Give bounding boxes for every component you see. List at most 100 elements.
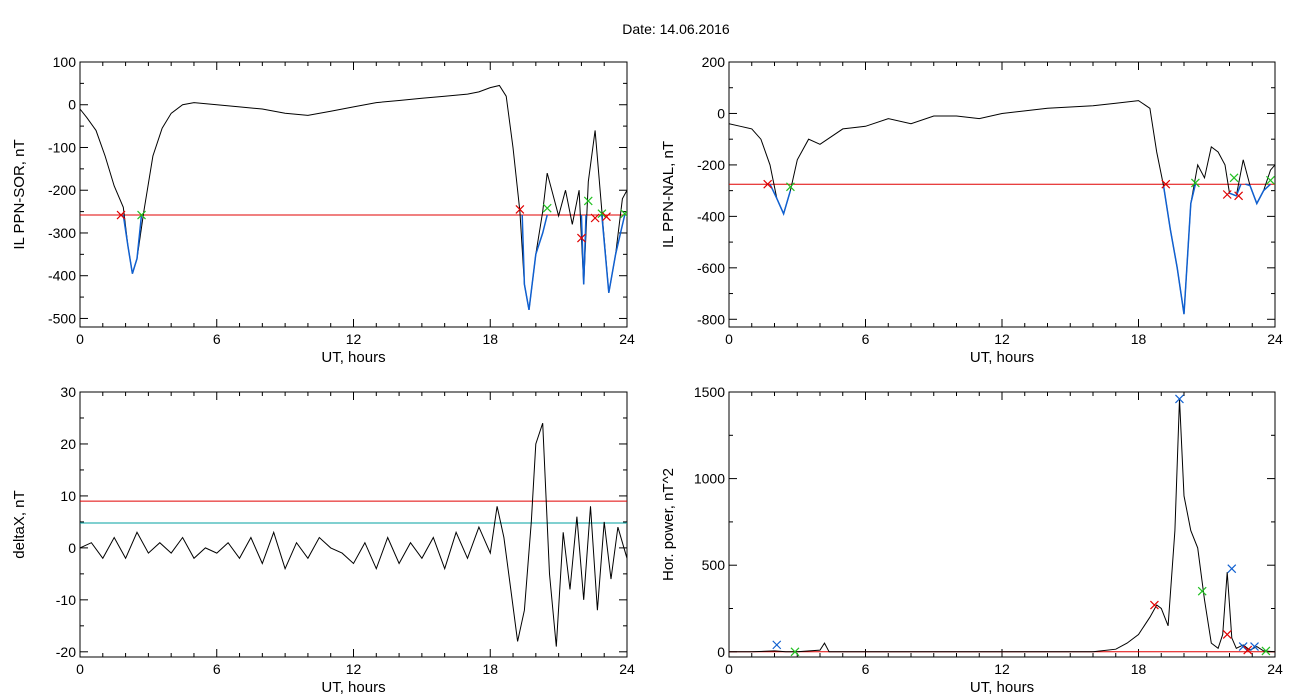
x-marker [137, 210, 146, 220]
y-tick-label: -20 [56, 644, 76, 660]
y-tick-label: 10 [60, 488, 76, 504]
y-tick-label: -100 [48, 139, 76, 155]
x-axis-title: UT, hours [970, 679, 1034, 696]
x-marker [786, 182, 795, 192]
x-marker-stroke [116, 210, 126, 220]
x-marker-stroke [772, 640, 782, 650]
x-marker [1161, 179, 1171, 189]
axes-frame [728, 391, 1276, 658]
x-marker [1250, 642, 1259, 652]
y-tick-label: 20 [60, 436, 76, 452]
x-marker [1150, 600, 1159, 610]
series-line [80, 423, 627, 647]
x-marker [1229, 173, 1239, 183]
y-tick-label: -400 [697, 208, 725, 224]
y-axis-title: IL PPN-NAL, nT [660, 141, 677, 248]
x-marker [1190, 178, 1200, 188]
y-tick-label: 1000 [694, 471, 725, 487]
y-tick-label: -500 [48, 310, 76, 326]
y-tick-label: 100 [53, 54, 77, 70]
x-axis-title: UT, hours [970, 349, 1034, 366]
y-tick-label: 200 [702, 54, 726, 70]
x-marker [583, 196, 593, 206]
y-tick-label: 0 [717, 644, 725, 660]
x-tick-label: 24 [1267, 661, 1283, 677]
x-tick-label: 6 [862, 331, 870, 347]
x-marker-stroke [576, 233, 586, 243]
x-marker [597, 209, 607, 219]
figure-title: Date: 14.06.2016 [622, 21, 730, 37]
x-marker [620, 209, 627, 219]
x-marker [1261, 646, 1271, 656]
data-layer [729, 100, 1275, 315]
x-marker-stroke [1250, 642, 1259, 652]
y-tick-label: 500 [702, 557, 726, 573]
highlight-segment [122, 214, 143, 274]
x-marker-stroke [137, 210, 146, 220]
x-tick-label: 18 [482, 331, 498, 347]
x-marker-stroke [1261, 646, 1271, 656]
x-marker-stroke [597, 209, 607, 219]
x-marker-stroke [1222, 190, 1232, 199]
x-tick-label: 24 [619, 331, 635, 347]
x-marker [1234, 191, 1244, 201]
x-marker-stroke [590, 213, 600, 223]
x-marker-stroke [1150, 600, 1159, 610]
x-marker [772, 640, 782, 650]
y-tick-label: -200 [48, 182, 76, 198]
x-marker [515, 205, 525, 214]
x-marker [763, 179, 773, 189]
y-tick-label: -200 [697, 157, 725, 173]
x-marker-stroke [1175, 394, 1184, 404]
x-marker-stroke [602, 212, 611, 222]
chart-panel-p1: 0 6 12 18 24 100 0 -100 -200 -300 -400 -500 UT, hour… [11, 54, 635, 366]
x-marker-stroke [1197, 586, 1207, 596]
x-marker [1222, 190, 1232, 199]
y-tick-label: 30 [60, 384, 76, 400]
x-marker [542, 203, 552, 213]
x-marker-stroke [620, 210, 627, 219]
highlight-segment [599, 214, 626, 293]
y-axis-title: IL PPN-SOR, nT [11, 139, 28, 249]
highlight-segment [521, 214, 548, 311]
y-tick-label: 0 [717, 105, 725, 121]
x-tick-label: 12 [346, 331, 362, 347]
chart-panel-p3: 0 6 12 18 24 30 20 10 0 -10 -20 UT, hours deltaX, nT [11, 384, 635, 696]
x-marker [1222, 630, 1232, 639]
y-tick-label: -300 [48, 225, 76, 241]
y-axis-title: Hor. power, nT^2 [660, 468, 677, 581]
x-tick-label: 6 [213, 661, 221, 677]
x-marker-stroke [1238, 642, 1248, 652]
x-marker [1243, 645, 1253, 655]
highlight-segment [1162, 184, 1197, 315]
x-tick-label: 6 [213, 331, 221, 347]
highlight-segment [1245, 183, 1272, 206]
data-layer [80, 84, 627, 311]
x-marker-stroke [1243, 645, 1253, 655]
x-marker [602, 212, 611, 222]
x-marker-stroke [763, 179, 773, 189]
x-tick-label: 18 [482, 661, 498, 677]
x-tick-label: 12 [994, 331, 1010, 347]
data-layer [729, 394, 1275, 657]
y-tick-label: 0 [68, 540, 76, 556]
highlight-segment [769, 183, 792, 216]
chart-panel-p4: 0 6 12 18 24 1500 1000 500 0 UT, hours Hor. power,… [660, 384, 1283, 696]
y-tick-label: -800 [697, 311, 725, 327]
x-tick-label: 24 [1267, 331, 1283, 347]
data-layer [80, 423, 627, 647]
x-marker-stroke [1190, 178, 1200, 188]
x-marker-stroke [786, 182, 795, 192]
x-tick-label: 12 [994, 661, 1010, 677]
x-marker [1238, 642, 1248, 652]
x-marker-stroke [1234, 191, 1244, 201]
x-marker [1227, 564, 1237, 574]
x-marker-stroke [583, 196, 593, 206]
x-marker [1266, 175, 1275, 185]
chart-panel-p2: 0 6 12 18 24 200 0 -200 -400 -600 -800 UT, hours IL … [660, 54, 1283, 366]
y-tick-label: 0 [68, 97, 76, 113]
x-marker-stroke [542, 203, 552, 213]
series-line [729, 100, 1275, 315]
